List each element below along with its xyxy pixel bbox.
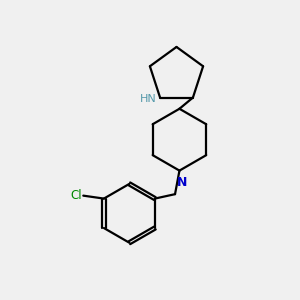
Text: N: N <box>177 176 187 189</box>
Text: HN: HN <box>140 94 157 104</box>
Text: Cl: Cl <box>70 189 82 202</box>
